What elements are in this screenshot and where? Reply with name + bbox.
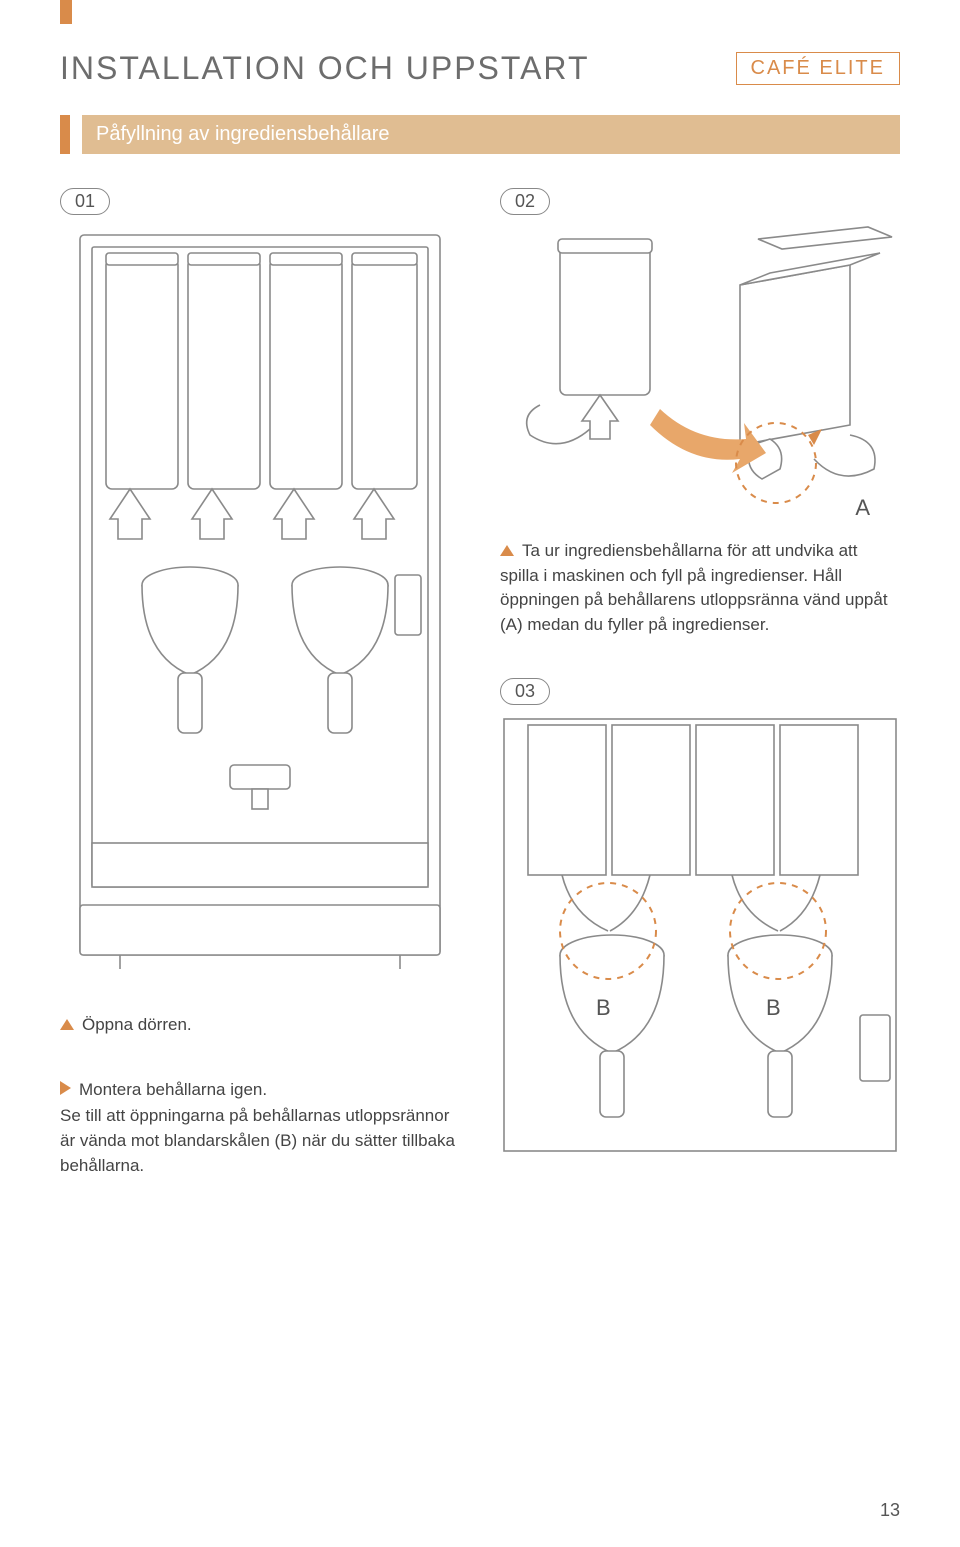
left-column: 01: [60, 188, 460, 1183]
top-accent-mark: [60, 0, 72, 24]
caption-open-door: Öppna dörren.: [60, 1013, 460, 1038]
caption-step-02-text: Ta ur ingrediensbehållarna för att undvi…: [500, 541, 888, 634]
caption-step-02: Ta ur ingrediensbehållarna för att undvi…: [500, 539, 900, 638]
right-column: 02: [500, 188, 900, 1183]
label-b-right: B: [766, 995, 781, 1021]
step-number-01: 01: [60, 188, 110, 215]
figure-02-svg: [500, 225, 900, 525]
step-02-block: 02: [500, 188, 900, 638]
bullet-right-icon: [60, 1081, 71, 1095]
label-a: A: [855, 495, 870, 521]
step-number-02: 02: [500, 188, 550, 215]
content-columns: 01: [60, 188, 900, 1183]
brand-badge: CAFÉ ELITE: [736, 52, 900, 85]
step-01-block: 01: [60, 188, 460, 985]
bullet-up-icon: [60, 1019, 74, 1030]
figure-03: B B: [500, 715, 900, 1155]
figure-01-svg: [60, 225, 460, 985]
caption-reinstall: Montera behållarna igen. Se till att öpp…: [60, 1078, 460, 1179]
page: INSTALLATION OCH UPPSTART CAFÉ ELITE Påf…: [0, 0, 960, 1547]
subtitle-text: Påfyllning av ingrediensbehållare: [82, 115, 900, 154]
label-b-left: B: [596, 995, 611, 1021]
figure-03-svg: [500, 715, 900, 1155]
step-number-03: 03: [500, 678, 550, 705]
page-title: INSTALLATION OCH UPPSTART: [60, 50, 589, 87]
caption-reinstall-body: Se till att öppningarna på behållarnas u…: [60, 1104, 460, 1178]
caption-open-door-text: Öppna dörren.: [82, 1015, 192, 1034]
figure-01: [60, 225, 460, 985]
subtitle-bar: Påfyllning av ingrediensbehållare: [60, 115, 900, 154]
bullet-up-icon: [500, 545, 514, 556]
step-03-block: 03: [500, 678, 900, 1155]
subtitle-accent-tick: [60, 115, 70, 154]
header: INSTALLATION OCH UPPSTART CAFÉ ELITE: [60, 50, 900, 87]
figure-02: A: [500, 225, 900, 525]
page-number: 13: [880, 1500, 900, 1521]
caption-reinstall-intro: Montera behållarna igen.: [79, 1080, 267, 1099]
